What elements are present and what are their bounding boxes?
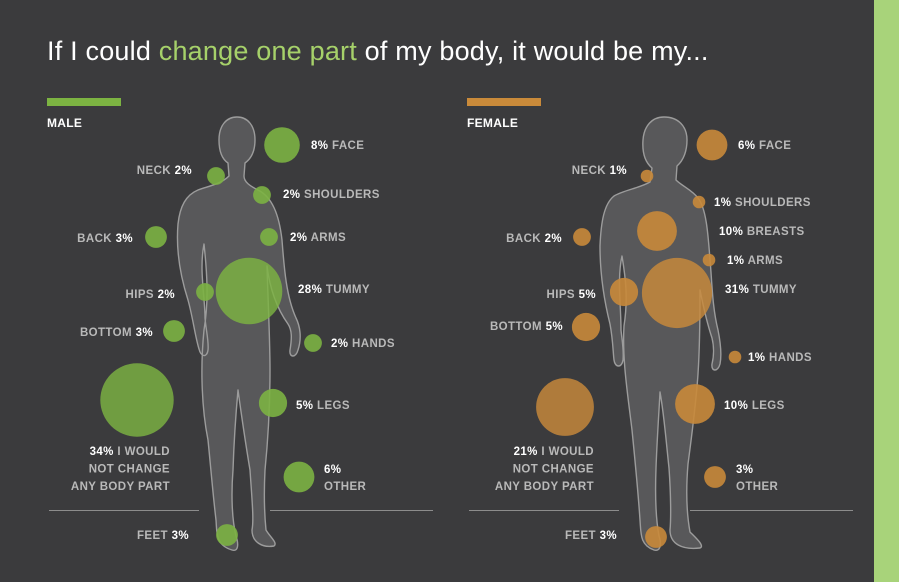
male-bottom-bubble (163, 320, 185, 342)
female-breasts-label: 10% BREASTS (719, 226, 805, 238)
female-body-silhouette (599, 116, 722, 552)
male-body-silhouette (176, 116, 301, 552)
female-floor-line-right (690, 510, 853, 511)
male-tummy-bubble (215, 257, 283, 325)
male-face-bubble (264, 127, 300, 163)
female-no-change-bubble (536, 378, 594, 436)
male-arms-label: 2% ARMS (290, 232, 346, 244)
side-accent-stripe (874, 0, 899, 582)
title-prefix: If I could (47, 36, 159, 66)
female-arms-value: 1% (727, 255, 748, 267)
male-back-label: BACK 3% (77, 233, 133, 245)
female-neck-bubble (640, 169, 654, 183)
male-back-value: 3% (116, 233, 133, 245)
male-color-bar (47, 98, 121, 106)
female-shoulders-value: 1% (714, 197, 735, 209)
male-neck-bubble (207, 167, 225, 185)
female-shoulders-bubble (692, 195, 706, 209)
female-legs-value: 10% (724, 400, 752, 412)
female-hands-bubble (728, 350, 742, 364)
female-tummy-bubble (641, 257, 713, 329)
male-floor-line-left (49, 510, 199, 511)
male-no-change-label: 34% I WOULD NOT CHANGE ANY BODY PART (71, 446, 170, 493)
female-other-value: 3% (736, 464, 753, 476)
male-feet-bubble (216, 524, 238, 546)
male-other-value: 6% (324, 464, 341, 476)
female-other-label: 3% OTHER (736, 464, 779, 493)
male-legs-bubble (258, 388, 288, 418)
female-no-change-value: 21% (514, 446, 542, 458)
male-arms-value: 2% (290, 232, 311, 244)
female-hands-value: 1% (748, 352, 769, 364)
female-tummy-label: 31% TUMMY (725, 284, 797, 296)
female-face-value: 6% (738, 140, 759, 152)
female-other-bubble (704, 466, 726, 488)
male-heading: MALE (47, 116, 83, 130)
female-hands-label: 1% HANDS (748, 352, 812, 364)
female-breasts-value: 10% (719, 226, 747, 238)
male-face-value: 8% (311, 140, 332, 152)
female-hips-bubble (609, 277, 639, 307)
female-bottom-bubble (571, 312, 601, 342)
female-back-bubble (573, 228, 591, 246)
male-legs-label: 5% LEGS (296, 400, 350, 412)
female-arms-label: 1% ARMS (727, 255, 783, 267)
female-hips-label: HIPS 5% (547, 289, 596, 301)
male-bottom-value: 3% (136, 327, 153, 339)
female-neck-value: 1% (610, 165, 627, 177)
female-legs-bubble (675, 384, 715, 424)
female-feet-value: 3% (600, 530, 617, 542)
male-no-change-value: 34% (90, 446, 118, 458)
male-arms-bubble (260, 228, 278, 246)
male-hips-label: HIPS 2% (126, 289, 175, 301)
male-tummy-label: 28% TUMMY (298, 284, 370, 296)
male-shoulders-bubble (253, 186, 271, 204)
female-hips-value: 5% (579, 289, 596, 301)
female-breasts-bubble (637, 211, 677, 251)
male-tummy-value: 28% (298, 284, 326, 296)
female-no-change-label: 21% I WOULD NOT CHANGE ANY BODY PART (495, 446, 594, 493)
male-hips-bubble (196, 283, 214, 301)
male-shoulders-label: 2% SHOULDERS (283, 189, 380, 201)
female-tummy-value: 31% (725, 284, 753, 296)
male-neck-value: 2% (175, 165, 192, 177)
title-suffix: of my body, it would be my... (356, 36, 709, 66)
male-hips-value: 2% (158, 289, 175, 301)
female-bottom-label: BOTTOM 5% (490, 321, 563, 333)
female-arms-bubble (702, 253, 716, 267)
male-face-label: 8% FACE (311, 140, 364, 152)
male-hands-value: 2% (331, 338, 352, 350)
male-feet-value: 3% (172, 530, 189, 542)
female-floor-line-left (469, 510, 619, 511)
female-heading: FEMALE (467, 116, 519, 130)
female-back-value: 2% (545, 233, 562, 245)
male-back-bubble (145, 226, 167, 248)
title-highlight: change one part (158, 36, 357, 66)
male-floor-line-right (270, 510, 433, 511)
male-bottom-label: BOTTOM 3% (80, 327, 153, 339)
male-hands-bubble (304, 334, 322, 352)
male-no-change-bubble (100, 363, 174, 437)
female-neck-label: NECK 1% (572, 165, 627, 177)
chart-title: If I could change one part of my body, i… (47, 36, 709, 67)
male-shoulders-value: 2% (283, 189, 304, 201)
female-legs-label: 10% LEGS (724, 400, 785, 412)
female-bottom-value: 5% (546, 321, 563, 333)
male-feet-label: FEET 3% (137, 530, 189, 542)
female-feet-label: FEET 3% (565, 530, 617, 542)
female-face-label: 6% FACE (738, 140, 791, 152)
female-face-bubble (696, 129, 728, 161)
female-color-bar (467, 98, 541, 106)
male-other-bubble (283, 461, 315, 493)
male-hands-label: 2% HANDS (331, 338, 395, 350)
male-other-label: 6% OTHER (324, 464, 367, 493)
female-back-label: BACK 2% (506, 233, 562, 245)
female-feet-bubble (645, 526, 667, 548)
female-shoulders-label: 1% SHOULDERS (714, 197, 811, 209)
male-legs-value: 5% (296, 400, 317, 412)
male-neck-label: NECK 2% (137, 165, 192, 177)
